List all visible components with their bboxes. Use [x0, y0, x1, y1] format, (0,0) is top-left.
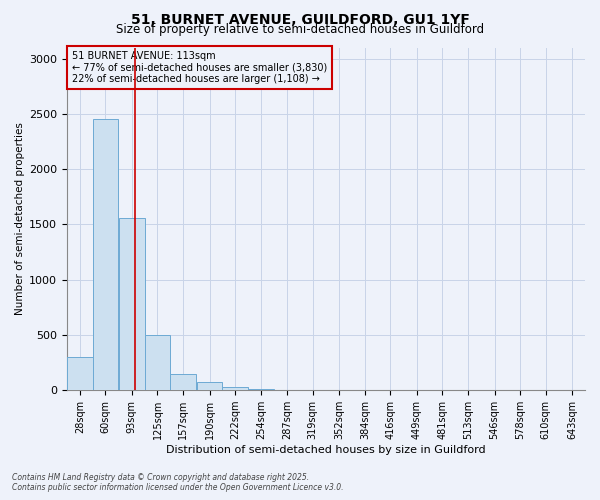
Y-axis label: Number of semi-detached properties: Number of semi-detached properties — [15, 122, 25, 316]
Bar — [67, 357, 92, 390]
Text: Contains HM Land Registry data © Crown copyright and database right 2025.
Contai: Contains HM Land Registry data © Crown c… — [12, 473, 343, 492]
Bar — [170, 374, 196, 390]
Text: 51 BURNET AVENUE: 113sqm
← 77% of semi-detached houses are smaller (3,830)
22% o: 51 BURNET AVENUE: 113sqm ← 77% of semi-d… — [72, 51, 328, 84]
Bar — [119, 218, 145, 390]
X-axis label: Distribution of semi-detached houses by size in Guildford: Distribution of semi-detached houses by … — [166, 445, 486, 455]
Text: 51, BURNET AVENUE, GUILDFORD, GU1 1YF: 51, BURNET AVENUE, GUILDFORD, GU1 1YF — [131, 12, 469, 26]
Bar — [223, 387, 248, 390]
Bar — [92, 120, 118, 390]
Text: Size of property relative to semi-detached houses in Guildford: Size of property relative to semi-detach… — [116, 22, 484, 36]
Bar — [145, 335, 170, 390]
Bar — [197, 382, 223, 390]
